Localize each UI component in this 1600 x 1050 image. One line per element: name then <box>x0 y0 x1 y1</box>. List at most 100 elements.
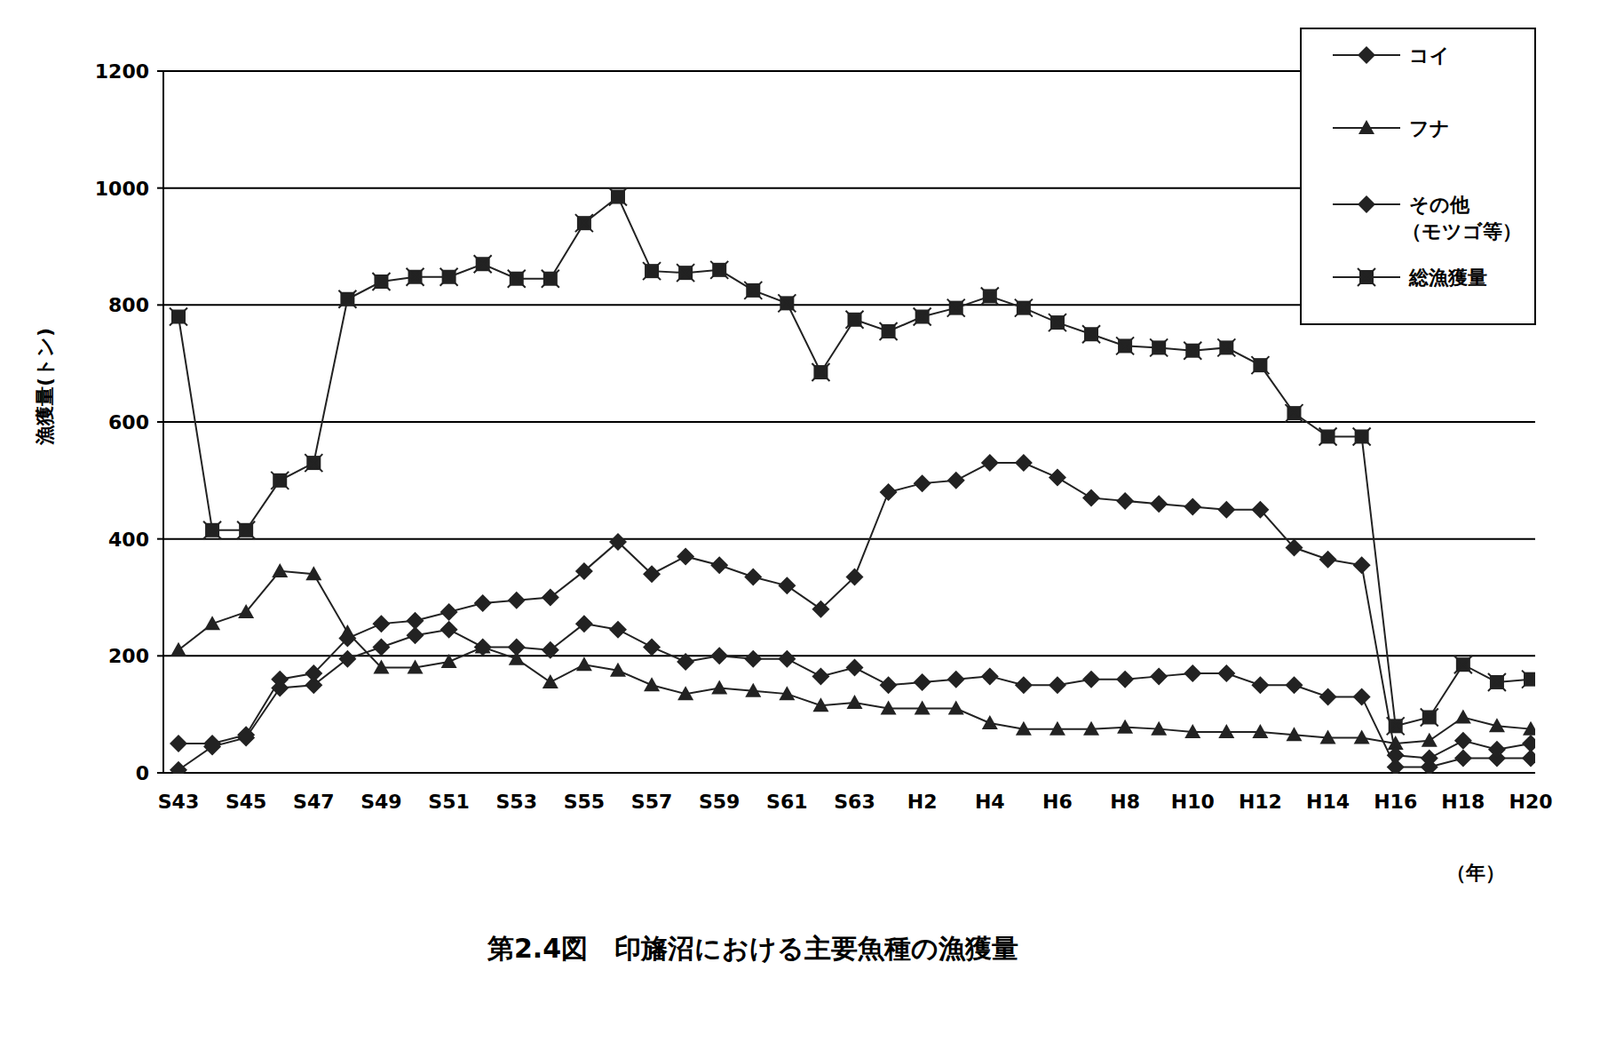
point <box>338 290 357 309</box>
marker-cross <box>1521 670 1536 689</box>
y-tick <box>157 303 164 306</box>
marker-cross <box>237 521 255 539</box>
marker-cross <box>270 471 289 490</box>
point <box>237 603 254 618</box>
point <box>1116 336 1134 355</box>
point <box>880 700 897 715</box>
point <box>1150 720 1167 736</box>
point <box>811 363 830 381</box>
point <box>777 649 796 668</box>
point <box>1015 720 1032 736</box>
point <box>169 308 188 326</box>
marker-cross <box>1116 336 1134 355</box>
x-tick-label: H20 <box>1508 790 1553 813</box>
x-tick-label: H16 <box>1373 790 1418 813</box>
y-tick <box>157 771 164 774</box>
point <box>846 658 864 677</box>
point <box>710 555 729 574</box>
point <box>676 652 695 671</box>
point <box>270 471 289 490</box>
marker-cross <box>1251 356 1269 374</box>
marker-cross <box>169 308 188 326</box>
x-tick-label: H10 <box>1171 790 1215 813</box>
marker-cross <box>744 281 762 300</box>
point <box>879 322 898 341</box>
point <box>643 676 660 691</box>
marker-cross <box>981 286 999 305</box>
legend-marker <box>1357 46 1376 64</box>
point <box>204 615 221 630</box>
x-tick-label: H18 <box>1441 790 1485 813</box>
point <box>1183 497 1202 515</box>
point <box>541 641 560 659</box>
point <box>1420 707 1439 726</box>
point <box>1420 749 1439 768</box>
point <box>474 637 492 656</box>
marker-cross <box>676 263 695 282</box>
point <box>846 310 864 329</box>
marker-cross <box>474 254 492 273</box>
point <box>474 594 492 612</box>
marker-cross <box>811 363 830 381</box>
point <box>1455 708 1472 723</box>
point <box>440 602 459 621</box>
point <box>1353 427 1371 445</box>
y-axis <box>162 71 165 773</box>
marker-cross <box>710 261 729 279</box>
point <box>811 600 830 618</box>
series <box>170 562 1536 750</box>
point <box>441 653 458 668</box>
y-tick-label: 600 <box>108 411 150 434</box>
point <box>372 614 390 633</box>
point <box>642 637 661 656</box>
point <box>1319 550 1338 569</box>
point <box>271 562 288 578</box>
x-axis <box>163 771 1536 774</box>
point <box>1183 341 1202 360</box>
x-axis-label: （年） <box>1446 861 1505 884</box>
point <box>744 567 762 586</box>
y-axis-label: 漁獲量(トン) <box>33 327 56 446</box>
point <box>507 591 526 610</box>
point <box>1116 491 1134 510</box>
legend-label: 総漁獲量 <box>1408 266 1488 289</box>
point <box>914 700 931 715</box>
point <box>407 659 424 674</box>
point <box>541 588 560 607</box>
point <box>982 714 999 729</box>
point <box>1048 468 1067 487</box>
point <box>1320 729 1337 745</box>
legend-marker <box>1357 195 1376 214</box>
y-tick-label: 400 <box>108 528 150 551</box>
marker-cross <box>406 268 425 286</box>
point <box>1183 664 1202 682</box>
point <box>778 685 795 700</box>
point <box>609 662 626 677</box>
marker-cross <box>372 272 390 291</box>
marker-cross <box>541 269 560 288</box>
marker-cross <box>846 310 864 329</box>
point <box>372 272 390 291</box>
x-tick-label: H6 <box>1042 790 1073 813</box>
legend: コイフナその他（モツゴ等）総漁獲量 <box>1300 28 1536 325</box>
point <box>1184 723 1201 738</box>
point <box>609 188 627 206</box>
x-tick-label: S53 <box>496 790 538 813</box>
point <box>170 641 187 657</box>
point <box>372 659 389 674</box>
marker-cross <box>777 293 796 312</box>
point <box>676 263 695 282</box>
x-tick-label: H8 <box>1109 790 1141 813</box>
legend-label-line: （モツゴ等） <box>1401 220 1522 243</box>
marker-cross <box>1420 707 1439 726</box>
point <box>575 614 594 633</box>
point <box>1014 675 1033 694</box>
point <box>1082 670 1101 689</box>
point <box>1083 720 1100 736</box>
marker-cross <box>913 308 932 326</box>
point <box>1454 749 1473 768</box>
point <box>846 567 864 586</box>
marker-cross <box>203 521 222 539</box>
point <box>1319 687 1338 705</box>
point <box>744 281 762 300</box>
